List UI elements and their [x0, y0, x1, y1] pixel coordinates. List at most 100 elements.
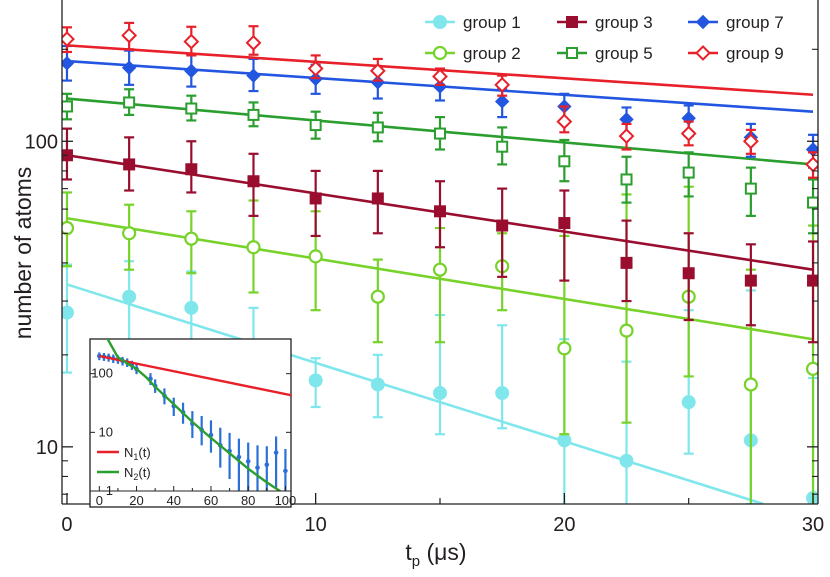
- data-point: [805, 361, 818, 376]
- data-point: [184, 63, 199, 79]
- data-point: [620, 173, 633, 186]
- inset-data-point: [283, 468, 288, 474]
- inset-fit-1: [99, 354, 291, 397]
- legend-marker: [566, 16, 578, 28]
- inset-data-point: [255, 465, 260, 470]
- legend-entry-group-2: group 2: [425, 44, 521, 63]
- legend-entry-group-5: group 5: [557, 44, 653, 63]
- data-point: [743, 377, 758, 392]
- inset-legend-symbol: N: [124, 445, 133, 460]
- legend-label: group 1: [463, 13, 521, 32]
- y-tick-label: 100: [25, 131, 58, 153]
- data-point: [369, 62, 386, 79]
- data-point: [680, 125, 697, 142]
- inset-x-tick-label: 20: [129, 493, 143, 508]
- data-point: [62, 220, 75, 236]
- x-axis-label-subscript: p: [412, 553, 420, 570]
- inset-y-tick-label: 10: [99, 424, 113, 439]
- data-point: [432, 262, 448, 277]
- data-point: [371, 192, 384, 205]
- data-point: [682, 267, 695, 280]
- data-point: [370, 289, 385, 304]
- legend-marker: [695, 14, 711, 30]
- data-point: [742, 133, 759, 150]
- data-point: [556, 113, 573, 130]
- data-point: [245, 34, 262, 51]
- data-point: [308, 249, 323, 264]
- fit-line: [66, 283, 764, 504]
- data-point: [123, 158, 136, 171]
- data-point: [121, 60, 137, 75]
- inset-x-tick-label: 100: [275, 493, 297, 508]
- y-tick-label: 10: [36, 437, 58, 459]
- main-legend: group 1 group 3 group 7 group 2 group 5 group…: [425, 13, 784, 63]
- data-point: [558, 155, 571, 168]
- legend-marker: [432, 45, 448, 61]
- legend-marker: [695, 45, 711, 61]
- data-point: [309, 192, 322, 205]
- data-point: [371, 121, 384, 134]
- inset-y-tick-label: 1: [106, 483, 113, 498]
- inset-legend-symbol: N: [124, 465, 133, 480]
- legend-marker: [433, 15, 447, 29]
- series-group-9: [62, 21, 818, 179]
- data-point: [184, 300, 199, 315]
- series-group-5: [62, 88, 818, 235]
- data-point: [434, 205, 446, 218]
- inset-legend-label: N1(t): [124, 445, 151, 462]
- data-point: [620, 256, 633, 269]
- legend-label: group 9: [726, 44, 784, 63]
- legend-entry-group-9: group 9: [688, 44, 784, 63]
- x-axis-label: tp (μs): [405, 539, 466, 570]
- data-point: [433, 386, 447, 401]
- data-point: [246, 68, 261, 83]
- inset-legend-tail: (t): [138, 465, 150, 480]
- legend-marker: [566, 47, 578, 59]
- data-point: [495, 386, 510, 401]
- data-point: [308, 373, 323, 388]
- data-point: [246, 240, 261, 255]
- inset-content: [97, 339, 291, 491]
- data-point: [744, 182, 757, 195]
- y-axis-label: number of atoms: [10, 167, 36, 340]
- inset-legend-tail: (t): [138, 445, 150, 460]
- inset-legend-subscript: 2: [133, 472, 138, 482]
- inset-x-tick-label: 60: [204, 493, 218, 508]
- data-point: [807, 196, 818, 209]
- data-point: [681, 395, 696, 410]
- legend-entry-group-1: group 1: [425, 13, 521, 32]
- legend-label: group 5: [595, 44, 653, 63]
- data-point: [557, 341, 572, 356]
- data-point: [62, 100, 73, 113]
- inset-legend-subscript: 1: [133, 452, 138, 462]
- data-point: [122, 289, 137, 304]
- data-point: [496, 140, 509, 153]
- data-point: [618, 128, 635, 144]
- inset-data-point: [245, 459, 251, 464]
- x-tick-label: 20: [553, 514, 575, 536]
- inset-fit-2: [106, 339, 283, 491]
- inset-x-tick-label: 80: [241, 493, 255, 508]
- x-tick-label: 30: [802, 514, 824, 536]
- x-tick-label: 10: [305, 514, 327, 536]
- data-point: [619, 453, 634, 468]
- x-axis-label-unit: (μs): [427, 539, 467, 565]
- data-point: [432, 68, 448, 85]
- data-point: [184, 231, 199, 246]
- data-point: [494, 94, 510, 109]
- data-point: [370, 377, 385, 392]
- data-point: [122, 226, 137, 241]
- main-plot: 0 10 20 30 10 100: [25, 0, 824, 536]
- data-point: [183, 33, 200, 50]
- inset-x-tick-label: 0: [96, 493, 103, 508]
- legend-label: group 7: [726, 13, 784, 32]
- data-point: [62, 305, 74, 320]
- data-point: [185, 163, 198, 176]
- data-point: [434, 127, 446, 140]
- legend-entry-group-7: group 7: [688, 13, 784, 32]
- data-point: [682, 166, 695, 179]
- data-point: [619, 323, 634, 338]
- data-point: [807, 274, 818, 287]
- data-point: [121, 27, 138, 44]
